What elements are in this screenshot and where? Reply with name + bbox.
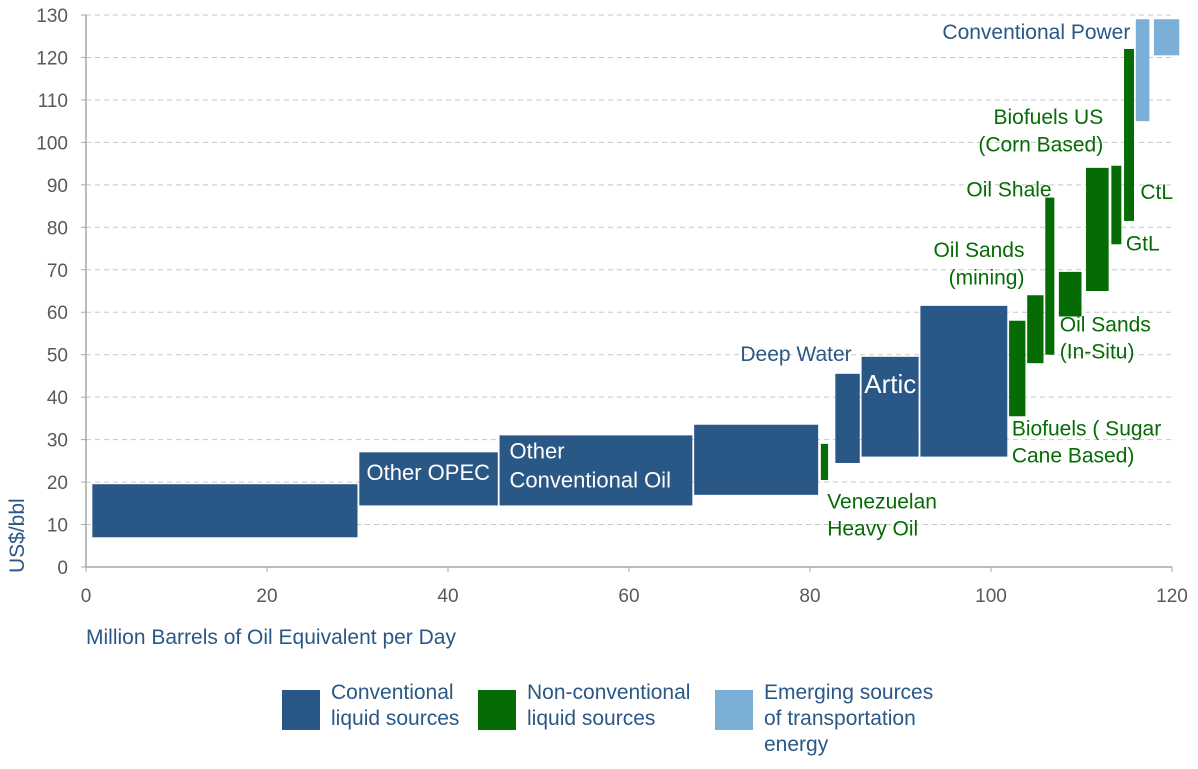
x-axis-title: Million Barrels of Oil Equivalent per Da…: [86, 626, 456, 649]
y-tick-label: 60: [47, 303, 68, 324]
y-tick-label: 120: [36, 48, 68, 69]
annotation-oil-shale: Oil Shale: [966, 178, 1051, 201]
y-tick-label: 110: [38, 91, 68, 112]
legend-label-conventional: Conventional liquid sources: [331, 680, 521, 732]
annotations: Other OPEC Other Conventional Oil Deep Wate…: [367, 21, 1173, 540]
x-tick-label: 0: [81, 586, 92, 607]
gridlines: [86, 14, 1172, 526]
annotation-biofuels-sugar: Biofuels ( Sugar Cane Based): [1012, 417, 1161, 467]
bars: [92, 19, 1180, 538]
x-tick-label: 120: [1156, 586, 1188, 607]
annotation-ctl: CtL: [1140, 181, 1173, 204]
legend-label-line: Non-conventional: [527, 681, 691, 704]
y-tick-label: 80: [47, 218, 68, 239]
bar-conventional: [861, 356, 919, 457]
bar-conventional: [92, 484, 358, 538]
axes: [81, 14, 1173, 572]
y-tick-label: 50: [47, 346, 68, 367]
y-tick-label: 10: [47, 516, 68, 537]
legend: Conventional liquid sources Non-conventi…: [282, 680, 982, 765]
y-tick-label: 100: [36, 133, 68, 154]
bar-conventional: [359, 452, 498, 506]
y-tick-label: 30: [47, 431, 68, 452]
y-axis-title: US$/bbl: [6, 498, 29, 573]
annotation-biofuels-us: Biofuels US (Corn Based): [978, 106, 1103, 156]
legend-swatch-emerging: [715, 690, 753, 730]
legend-label-line: Emerging sources: [764, 681, 934, 704]
bar-conventional: [835, 373, 860, 463]
legend-label-line: liquid sources: [331, 707, 460, 730]
x-tick-label: 60: [618, 586, 639, 607]
legend-label-emerging: Emerging sources of transportation energ…: [764, 680, 954, 758]
legend-label-nonconventional: Non-conventional liquid sources: [527, 680, 717, 732]
annotation-gtl: GtL: [1126, 233, 1160, 256]
annotation-other-conventional-oil: Other Conventional Oil: [510, 439, 671, 493]
x-tick-label: 20: [256, 586, 277, 607]
y-tick-label: 40: [47, 388, 68, 409]
bar-emerging: [1135, 19, 1150, 122]
annotation-artic: Artic: [864, 369, 916, 399]
bar-conventional: [499, 435, 693, 506]
x-tick-label: 80: [799, 586, 820, 607]
legend-swatch-nonconventional: [478, 690, 516, 730]
bar-conventional: [920, 305, 1008, 457]
bar-nonconventional: [1009, 320, 1026, 417]
y-tick-label: 20: [47, 473, 68, 494]
annotation-conventional-power: Conventional Power: [942, 21, 1130, 44]
legend-label-line: energy: [764, 733, 829, 756]
bar-emerging: [1153, 19, 1180, 56]
annotation-venezuelan-heavy-oil: Venezuelan Heavy Oil: [827, 490, 937, 540]
bar-nonconventional: [1027, 295, 1044, 364]
legend-swatch-conventional: [282, 690, 320, 730]
x-tick-label: 100: [975, 586, 1007, 607]
legend-label-line: of transportation: [764, 707, 916, 730]
y-tick-label: 70: [47, 261, 68, 282]
annotation-oil-sands-mining: Oil Sands (mining): [933, 239, 1024, 289]
y-tick-label: 0: [57, 558, 68, 579]
legend-label-line: liquid sources: [527, 707, 656, 730]
tick-labels: 0 10 20 30 40 50 60 70 80 90 100 110 120 130 0 20 40 60 80…: [36, 6, 1188, 607]
x-tick-label: 40: [437, 586, 458, 607]
annotation-oil-sands-insitu: Oil Sands (In-Situ): [1060, 313, 1151, 363]
bar-nonconventional: [1124, 48, 1134, 221]
legend-label-line: Conventional: [331, 681, 454, 704]
bar-nonconventional: [1058, 271, 1082, 317]
bar-nonconventional: [1045, 197, 1055, 355]
y-tick-label: 90: [47, 176, 68, 197]
bar-nonconventional: [1111, 165, 1122, 245]
bar-nonconventional: [820, 443, 829, 480]
annotation-deep-water: Deep Water: [740, 343, 851, 366]
bar-conventional: [694, 424, 819, 495]
annotation-other-opec: Other OPEC: [367, 460, 491, 485]
bar-nonconventional: [1086, 167, 1109, 291]
y-tick-label: 130: [36, 6, 68, 27]
